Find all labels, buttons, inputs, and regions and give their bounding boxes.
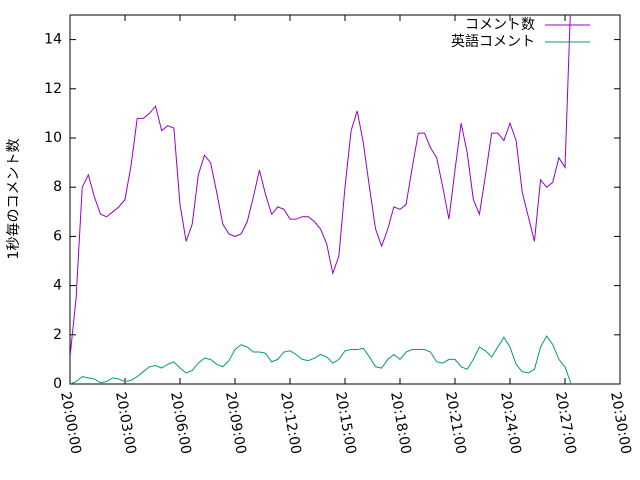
x-tick-label: 20:06:00 <box>167 391 194 456</box>
y-tick-label: 0 <box>53 376 62 392</box>
x-tick-label: 20:15:00 <box>332 391 359 456</box>
plot-frame <box>69 14 621 385</box>
y-axis-label: 1秒毎のコメント数 <box>6 139 22 260</box>
x-tick-label: 20:00:00 <box>57 391 84 456</box>
legend-label: 英語コメント <box>451 33 535 50</box>
x-tick-label: 20:12:00 <box>277 391 304 456</box>
y-tick-label: 12 <box>44 81 62 97</box>
y-tick-label: 2 <box>53 327 62 343</box>
x-tick-label: 20:30:00 <box>607 391 634 456</box>
y-tick-label: 6 <box>53 228 62 244</box>
x-tick-label: 20:09:00 <box>222 391 249 456</box>
y-tick-label: 8 <box>53 179 62 195</box>
y-tick-label: 10 <box>44 130 62 146</box>
x-tick-label: 20:18:00 <box>387 391 414 456</box>
series-line <box>70 335 572 384</box>
y-tick-label: 4 <box>53 278 62 294</box>
x-tick-label: 20:21:00 <box>442 391 469 456</box>
x-tick-label: 20:03:00 <box>112 391 139 456</box>
legend-label: コメント数 <box>465 17 535 33</box>
x-tick-label: 20:27:00 <box>552 391 579 456</box>
plot-lines <box>70 15 572 384</box>
y-tick-label: 14 <box>44 32 62 48</box>
x-tick-label: 20:24:00 <box>497 391 524 456</box>
series-line <box>70 15 571 357</box>
